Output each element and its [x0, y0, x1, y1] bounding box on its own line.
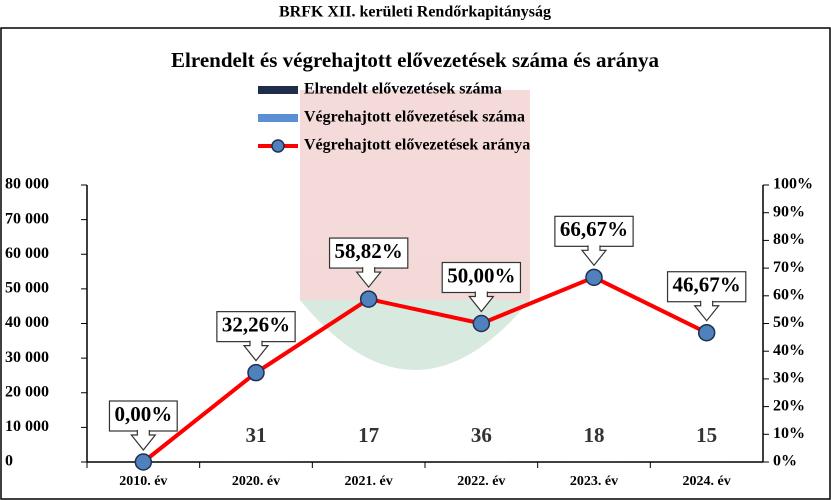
y2-tick-label: 90%	[773, 203, 805, 220]
callout-box	[554, 215, 634, 247]
bar-value-label: 15	[696, 423, 717, 447]
bar-value-label: 18	[584, 423, 605, 447]
callout-arrow	[468, 291, 495, 313]
y-tick-label: 30 000	[5, 349, 49, 366]
data-callout: 46,67%	[666, 271, 747, 322]
chart-title: Elrendelt és végrehajtott elővezetések s…	[171, 48, 659, 72]
legend-label: Végrehajtott elővezetések aránya	[304, 137, 530, 154]
callout-arrow	[693, 300, 720, 322]
line-marker	[247, 363, 265, 382]
y2-tick-label: 20%	[773, 397, 805, 414]
x-tick-label: 2010. év	[119, 474, 167, 489]
callout-box	[441, 261, 522, 294]
line-value-label: 46,67%	[673, 273, 741, 297]
y-tick-label: 20 000	[5, 383, 49, 400]
legend-swatch	[258, 114, 298, 122]
callout-box	[328, 237, 409, 269]
line-marker	[134, 453, 153, 471]
y2-tick-label: 10%	[773, 425, 805, 442]
y-tick-label: 80 000	[5, 176, 49, 193]
data-callout: 58,82%	[328, 237, 409, 289]
data-callout: 0,00%	[108, 400, 178, 451]
data-callout: 32,26%	[216, 311, 296, 362]
line-value-label: 58,82%	[335, 239, 403, 263]
line-marker	[472, 314, 491, 333]
callout-arrow	[242, 340, 270, 362]
x-tick-label: 2021. év	[345, 474, 393, 489]
x-tick-label: 2020. év	[232, 474, 280, 489]
y-tick-label: 0	[5, 453, 13, 470]
y-tick-label: 50 000	[5, 280, 49, 297]
x-tick-label: 2023. év	[570, 474, 618, 489]
bar-value-label: 36	[471, 423, 492, 447]
y2-tick-label: 40%	[773, 342, 805, 359]
x-tick-label: 2024. év	[683, 474, 731, 489]
y2-tick-label: 50%	[773, 314, 805, 331]
watermark	[300, 90, 530, 370]
line-marker	[359, 290, 378, 308]
line-marker	[697, 323, 716, 342]
legend-label: Végrehajtott elővezetések száma	[304, 109, 525, 126]
bar-value-label: 17	[358, 423, 379, 447]
line	[142, 275, 708, 464]
callout-arrow	[130, 430, 157, 451]
line-value-label: 0,00%	[114, 402, 172, 426]
watermark-shield-bottom	[300, 300, 530, 370]
page-title: BRFK XII. kerületi Rendőrkapitányság	[279, 4, 551, 21]
y2-tick-label: 100%	[773, 176, 813, 193]
y2-tick-label: 0%	[773, 453, 797, 470]
data-callout: 50,00%	[441, 261, 522, 313]
callout-arrow	[580, 245, 608, 267]
callout-box	[108, 400, 178, 432]
y2-tick-label: 80%	[773, 231, 805, 248]
y2-tick-label: 30%	[773, 370, 805, 387]
y2-tick-label: 70%	[773, 259, 805, 276]
y2-tick-label: 60%	[773, 286, 805, 303]
line-value-label: 32,26%	[222, 312, 290, 336]
y-tick-label: 10 000	[5, 418, 49, 435]
callout-box	[666, 271, 747, 303]
line-value-label: 50,00%	[447, 263, 515, 287]
bar-value-label: 31	[246, 423, 267, 447]
line-marker	[585, 268, 603, 287]
y-tick-label: 40 000	[5, 314, 49, 331]
y-tick-label: 60 000	[5, 245, 49, 262]
legend-label: Elrendelt elővezetések száma	[304, 81, 502, 98]
y-tick-label: 70 000	[5, 210, 49, 227]
data-callout: 66,67%	[554, 215, 634, 267]
callout-arrow	[355, 267, 382, 289]
legend-marker	[271, 139, 285, 153]
x-tick-label: 2022. év	[457, 474, 505, 489]
legend-swatch	[258, 86, 298, 94]
line-value-label: 66,67%	[560, 217, 628, 241]
